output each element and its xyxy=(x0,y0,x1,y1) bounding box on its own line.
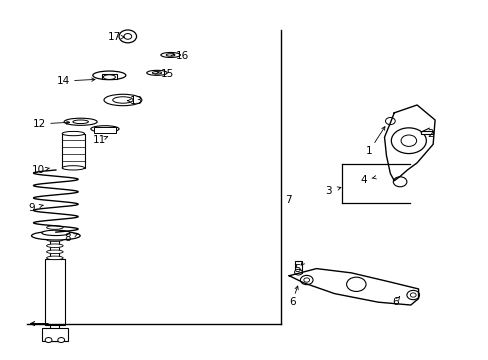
Ellipse shape xyxy=(62,131,84,136)
Circle shape xyxy=(119,30,136,43)
Ellipse shape xyxy=(46,226,63,229)
Bar xyxy=(294,261,301,273)
Circle shape xyxy=(409,293,415,297)
Circle shape xyxy=(45,338,52,342)
Bar xyxy=(42,328,67,342)
Ellipse shape xyxy=(103,75,115,80)
Text: 11: 11 xyxy=(93,135,106,145)
Ellipse shape xyxy=(46,238,63,242)
Circle shape xyxy=(294,269,302,275)
Ellipse shape xyxy=(41,230,70,235)
Ellipse shape xyxy=(46,250,63,253)
Text: 6: 6 xyxy=(288,297,295,307)
Text: 1: 1 xyxy=(366,146,372,156)
Ellipse shape xyxy=(104,94,142,106)
Ellipse shape xyxy=(152,72,161,74)
Text: 14: 14 xyxy=(57,76,70,86)
Ellipse shape xyxy=(91,126,119,132)
Bar xyxy=(50,234,59,342)
Circle shape xyxy=(392,177,406,187)
Ellipse shape xyxy=(46,232,63,235)
Text: 8: 8 xyxy=(64,233,71,243)
Ellipse shape xyxy=(46,244,63,248)
Text: 5: 5 xyxy=(293,264,300,274)
Ellipse shape xyxy=(31,231,80,240)
Text: 3: 3 xyxy=(325,186,331,197)
Ellipse shape xyxy=(73,120,88,123)
Polygon shape xyxy=(288,269,418,305)
Ellipse shape xyxy=(46,256,63,260)
Bar xyxy=(62,134,84,168)
Text: 15: 15 xyxy=(161,69,174,79)
Bar xyxy=(420,131,432,134)
Text: 16: 16 xyxy=(175,51,188,61)
Ellipse shape xyxy=(146,70,167,75)
Bar xyxy=(45,258,64,325)
Circle shape xyxy=(400,135,416,147)
Text: 13: 13 xyxy=(130,96,143,106)
Ellipse shape xyxy=(62,166,84,170)
Ellipse shape xyxy=(64,118,97,125)
Text: 12: 12 xyxy=(33,119,46,129)
Circle shape xyxy=(390,128,426,154)
Circle shape xyxy=(123,33,131,39)
Bar xyxy=(102,74,117,79)
Bar xyxy=(94,127,116,133)
Ellipse shape xyxy=(93,71,125,80)
Ellipse shape xyxy=(113,97,133,103)
Circle shape xyxy=(385,117,394,125)
Text: 7: 7 xyxy=(285,195,291,205)
Circle shape xyxy=(406,291,419,300)
Text: 10: 10 xyxy=(32,165,45,175)
Text: 9: 9 xyxy=(29,203,35,213)
Ellipse shape xyxy=(166,54,175,56)
Text: 17: 17 xyxy=(107,32,121,42)
Text: 2: 2 xyxy=(426,129,433,139)
Text: 6: 6 xyxy=(391,297,398,307)
Circle shape xyxy=(303,278,309,282)
Circle shape xyxy=(300,275,312,285)
Ellipse shape xyxy=(161,53,180,58)
Text: 4: 4 xyxy=(360,175,366,185)
Circle shape xyxy=(58,338,64,342)
Circle shape xyxy=(346,277,366,292)
